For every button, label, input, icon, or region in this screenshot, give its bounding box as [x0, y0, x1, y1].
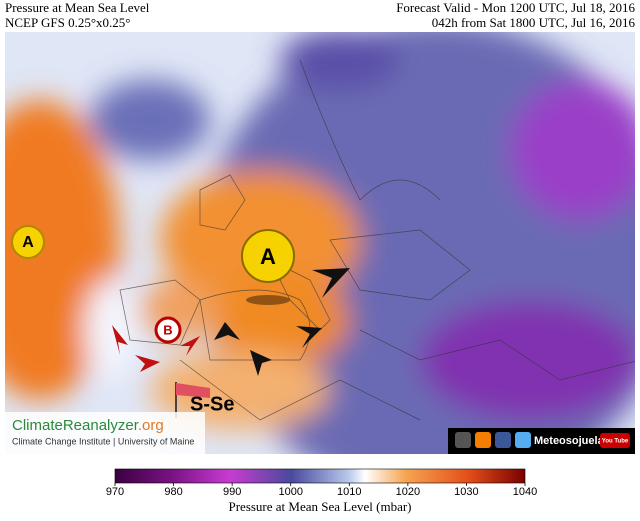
social: Meteosojuela [534, 435, 605, 447]
colorbar-tick-label: 1040 [513, 486, 537, 498]
low-pressure: B [154, 316, 182, 344]
low-label: B [163, 322, 172, 337]
colorbar-tick-label: 1020 [396, 486, 420, 498]
valid-time: Forecast Valid - Mon 1200 UTC, Jul 18, 2… [396, 0, 635, 15]
high-label: A [260, 244, 276, 269]
site: ClimateReanalyzer.org [12, 417, 164, 434]
high-label: A [22, 234, 34, 251]
colorbar-tick-label: 1010 [337, 486, 361, 498]
high-pressure-europe: A [241, 229, 295, 305]
branding: ClimateReanalyzer.org Climate Change Ins… [5, 412, 635, 454]
colorbar-tick-label: 1030 [454, 486, 478, 498]
pressure-field [5, 32, 635, 454]
site-suffix: .org [138, 417, 164, 434]
colorbar-tick-label: 1000 [278, 486, 302, 498]
video: You Tube [602, 439, 629, 445]
colorbar-gradient [114, 468, 526, 484]
site-name: ClimateReanalyzer [12, 417, 139, 434]
colorbar-tick-label: 990 [223, 486, 241, 498]
colorbar-tick-label: 980 [164, 486, 182, 498]
model: NCEP GFS 0.25°x0.25° [5, 15, 131, 30]
lead-time: 042h from Sat 1800 UTC, Jul 16, 2016 [432, 15, 636, 30]
colorbar-tick-label: 970 [106, 486, 124, 498]
colorbar-label: Pressure at Mean Sea Level (mbar) [228, 499, 411, 514]
colorbar: Pressure at Mean Sea Level (mbar) 970 980… [106, 468, 537, 514]
wind-arrows [112, 268, 350, 376]
title: Pressure at Mean Sea Level [5, 0, 150, 15]
institute: Climate Change Institute | University of… [12, 436, 194, 446]
high-pressure-atlantic: A [11, 225, 45, 259]
wind-label: S-Se [190, 393, 234, 415]
